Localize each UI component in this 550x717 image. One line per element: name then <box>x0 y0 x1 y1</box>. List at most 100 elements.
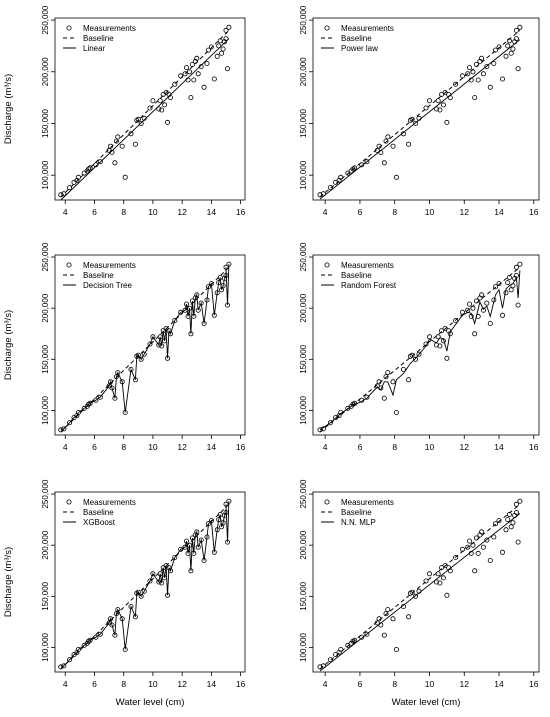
measurement-point <box>87 165 93 171</box>
measurement-point <box>508 50 514 56</box>
measurement-point <box>381 160 387 166</box>
measurement-point <box>119 616 125 622</box>
measurement-point <box>513 509 519 515</box>
measurement-point <box>214 290 220 296</box>
measurement-point <box>510 46 516 52</box>
measurement-point <box>178 309 184 315</box>
measurement-point <box>479 529 485 535</box>
measurement-point <box>459 73 465 79</box>
measurement-point <box>87 400 93 406</box>
measurement-point <box>442 563 448 569</box>
measurement-point <box>374 383 380 389</box>
measurement-point <box>220 283 226 289</box>
measurement-point <box>164 592 170 598</box>
x-tick-label: 10 <box>425 679 435 689</box>
x-tick-label: 8 <box>121 679 126 689</box>
measurement-point <box>138 121 144 127</box>
legend-label-model: Random Forest <box>341 281 397 290</box>
legend-label-baseline: Baseline <box>341 34 372 43</box>
measurement-point <box>473 62 479 68</box>
measurement-point <box>327 185 333 191</box>
y-tick-label: 250,000 <box>41 5 50 34</box>
measurement-point <box>178 546 184 552</box>
measurement-point <box>484 300 490 306</box>
measurement-point <box>506 38 512 44</box>
legend-marker-measurements <box>324 262 330 268</box>
measurement-point <box>188 95 194 101</box>
y-axis-label: Discharge (m³/s) <box>3 74 14 144</box>
measurement-point <box>390 379 396 385</box>
measurement-point <box>479 55 485 61</box>
measurement-point <box>75 647 81 653</box>
measurement-point <box>440 575 446 581</box>
measurement-point <box>444 119 450 125</box>
measurement-point <box>178 73 184 79</box>
x-tick-label: 16 <box>529 207 539 217</box>
legend-marker-measurements <box>66 499 72 505</box>
legend-label-baseline: Baseline <box>83 34 114 43</box>
measurement-point <box>406 614 412 620</box>
measurement-point <box>157 334 163 340</box>
panel-1: 4 6 8 10 12 14 16 100,000 150,000 200,000 250,000 D… <box>3 5 246 217</box>
measurement-point <box>479 292 485 298</box>
measurement-point <box>113 138 119 144</box>
measurement-point <box>492 284 498 290</box>
measurement-point <box>122 174 128 180</box>
measurement-point <box>159 107 165 113</box>
measurement-point <box>185 313 191 319</box>
plot-frame <box>312 491 540 673</box>
measurement-point <box>505 517 511 523</box>
measurement-point <box>470 305 476 311</box>
measurement-point <box>182 307 188 313</box>
measurement-point <box>135 116 141 122</box>
measurement-point <box>216 43 222 49</box>
measurement-point <box>201 84 207 90</box>
measurement-point <box>109 385 115 391</box>
measurement-point <box>108 143 114 149</box>
measurement-point <box>119 379 125 385</box>
measurement-point <box>75 409 81 415</box>
panel-5: 4 6 8 10 12 14 16 100,000 150,000 200,000 250,000 D… <box>3 479 246 708</box>
measurement-point <box>352 637 358 643</box>
measurement-point <box>223 509 229 515</box>
x-tick-label: 6 <box>358 679 363 689</box>
measurement-point <box>513 36 519 42</box>
measurement-point <box>156 106 162 112</box>
y-tick-label: 100,000 <box>299 395 308 424</box>
measurement-point <box>172 317 178 323</box>
measurement-point <box>383 374 389 380</box>
y-tick-label: 200,000 <box>41 57 50 86</box>
measurement-point <box>61 191 67 197</box>
y-tick-label: 200,000 <box>299 293 308 322</box>
measurement-point <box>439 565 445 571</box>
measurement-point <box>226 261 232 267</box>
legend-label-measurements: Measurements <box>341 498 394 507</box>
measurement-point <box>442 326 448 332</box>
y-axis-label: Discharge (m³/s) <box>3 547 14 617</box>
measurement-point <box>426 571 432 577</box>
measurement-point <box>437 580 443 586</box>
measurement-point <box>475 550 481 556</box>
legend-label-baseline: Baseline <box>83 508 114 517</box>
measurement-point <box>208 44 214 50</box>
measurement-point <box>472 95 478 101</box>
measurement-point <box>376 143 382 149</box>
measurement-point <box>468 550 474 556</box>
measurement-point <box>433 342 439 348</box>
measurement-point <box>223 36 229 42</box>
measurement-point <box>211 76 217 82</box>
measurement-point <box>466 65 472 71</box>
measurement-point <box>400 366 406 372</box>
measurement-point <box>162 102 168 108</box>
measurement-point <box>413 121 419 127</box>
measurement-point <box>385 134 391 140</box>
measurement-point <box>473 298 479 304</box>
measurement-point <box>517 261 523 267</box>
measurement-point <box>383 138 389 144</box>
measurement-point <box>147 578 153 584</box>
measurement-point <box>156 579 162 585</box>
measurement-point <box>393 647 399 653</box>
measurement-point <box>472 331 478 337</box>
measurement-point <box>194 55 200 61</box>
